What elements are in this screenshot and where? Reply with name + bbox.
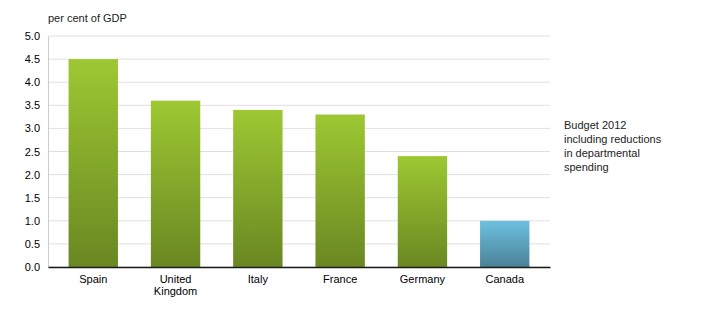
x-tick: UnitedKingdom [154,267,197,297]
grid-line [48,128,550,129]
y-tick: 3.5 [25,99,48,111]
y-axis: 0.0 0.5 1.0 1.5 2.0 2.5 3.0 3.5 4.0 4.5 5.0 [25,30,49,273]
x-tick-label: UnitedKingdom [154,273,197,298]
x-tick-label: Germany [400,273,446,285]
y-tick: 4.5 [25,53,48,65]
x-tick: Germany [400,267,446,285]
y-axis-label: per cent of GDP [48,12,127,24]
chart: 0.0 0.5 1.0 1.5 2.0 2.5 3.0 3.5 4.0 4.5 5.0 Spain Un… [0,0,720,313]
grid-line [48,267,550,268]
y-tick-label: 0.5 [25,238,40,250]
y-tick-label: 1.0 [25,215,40,227]
y-axis-line [48,37,49,268]
bars [69,59,530,267]
y-tick: 0.0 [25,261,48,273]
y-tick-label: 4.0 [25,76,40,88]
x-tick: France [323,267,357,285]
x-tick-label-line: France [323,273,357,285]
y-tick-label: 0.0 [25,261,40,273]
grid-line [48,82,550,83]
x-tick-label-line: Kingdom [154,285,197,297]
bar [480,221,529,267]
y-tick-label: 4.5 [25,53,40,65]
grid-line [48,151,550,152]
grid-line [48,105,550,106]
y-tick: 0.5 [25,238,48,250]
bar [398,156,447,267]
bar [315,115,364,267]
y-tick-label: 1.5 [25,192,40,204]
bar [151,101,200,267]
y-tick: 2.5 [25,146,48,158]
x-tick-label-line: Germany [400,273,446,285]
y-tick: 4.0 [25,76,48,88]
grid-line [48,59,550,60]
grid-line [48,243,550,244]
y-tick: 3.0 [25,122,48,134]
y-tick: 1.5 [25,192,48,204]
y-tick: 2.0 [25,169,48,181]
grid-line [48,220,550,221]
x-tick-label-line: Spain [79,273,107,285]
x-tick-label-line: Canada [485,273,524,285]
annotation-line: spending [564,161,609,173]
grid-line [48,197,550,198]
y-tick-label: 2.0 [25,169,40,181]
x-axis: Spain UnitedKingdom Italy France Germany Cana… [49,267,551,297]
annotation-line: including reductions [564,133,662,145]
bar [233,110,282,267]
x-tick-label: Italy [248,273,269,285]
y-tick-label: 2.5 [25,146,40,158]
y-tick: 1.0 [25,215,48,227]
x-tick-label: France [323,273,357,285]
x-tick-label-line: Italy [248,273,269,285]
grid-line [48,36,550,37]
annotation-line: in departmental [564,147,640,159]
x-tick-label: Spain [79,273,107,285]
x-tick-label: Canada [485,273,524,285]
x-tick: Canada [485,267,524,285]
y-tick-label: 3.0 [25,122,40,134]
x-tick: Spain [79,267,107,285]
annotation-line: Budget 2012 [564,119,626,131]
grid [48,36,550,267]
y-tick-label: 3.5 [25,99,40,111]
plot: 0.0 0.5 1.0 1.5 2.0 2.5 3.0 3.5 4.0 4.5 5.0 Spain Un… [25,30,551,297]
x-axis-line [49,267,551,269]
y-tick: 5.0 [25,30,48,42]
bar [69,59,118,267]
annotation: Budget 2012 including reductions in depart… [564,119,662,173]
y-tick-label: 5.0 [25,30,40,42]
grid-line [48,174,550,175]
x-tick: Italy [248,267,269,285]
x-tick-label-line: United [160,273,192,285]
